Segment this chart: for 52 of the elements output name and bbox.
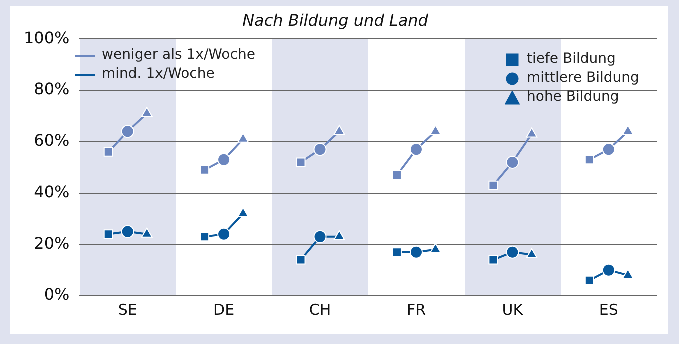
x-tick-label: UK: [502, 300, 524, 319]
legend-label: mittlere Bildung: [527, 69, 640, 88]
point: [334, 230, 346, 240]
point: [602, 264, 616, 277]
point: [584, 155, 594, 165]
legend-label: hohe Bildung: [527, 88, 620, 107]
point: [334, 125, 346, 136]
point: [488, 255, 498, 265]
point: [218, 228, 231, 241]
y-tick-label: 20%: [34, 234, 70, 253]
x-tick-label: ES: [599, 300, 618, 319]
point: [602, 143, 616, 156]
point: [488, 180, 498, 190]
point: [506, 156, 520, 169]
point: [296, 255, 306, 265]
x-tick-label: CH: [309, 300, 332, 319]
point: [296, 158, 306, 168]
point: [622, 125, 634, 136]
x-tick-label: FR: [406, 300, 426, 319]
point: [200, 232, 210, 242]
point: [430, 125, 442, 136]
point: [506, 246, 520, 259]
point: [121, 225, 134, 238]
y-tick-label: 0%: [44, 285, 70, 304]
y-tick-label: 40%: [34, 182, 70, 202]
point: [430, 243, 442, 254]
point: [410, 246, 423, 259]
point: [392, 248, 402, 258]
point: [314, 230, 327, 244]
point: [200, 165, 210, 175]
point: [104, 230, 114, 240]
point: [314, 143, 327, 156]
legend-label: weniger als 1x/Woche: [102, 46, 256, 65]
point: [141, 228, 153, 238]
point: [526, 248, 538, 258]
x-tick-label: SE: [118, 300, 138, 319]
x-tick-label: DE: [214, 300, 235, 319]
point: [392, 170, 402, 180]
y-tick-label: 60%: [34, 131, 70, 150]
y-tick-label: 80%: [34, 80, 70, 99]
point: [121, 125, 134, 138]
chart-title: Nach Bildung und Land: [242, 10, 430, 30]
y-tick-label: 100%: [24, 28, 70, 48]
point: [238, 207, 249, 218]
point: [104, 147, 114, 157]
point: [410, 143, 423, 156]
point: [584, 276, 594, 286]
point: [141, 107, 153, 118]
legend-label: tiefe Bildung: [527, 50, 616, 69]
point: [526, 128, 538, 138]
legend-label: mind. 1x/Woche: [102, 65, 215, 84]
point: [218, 153, 231, 166]
